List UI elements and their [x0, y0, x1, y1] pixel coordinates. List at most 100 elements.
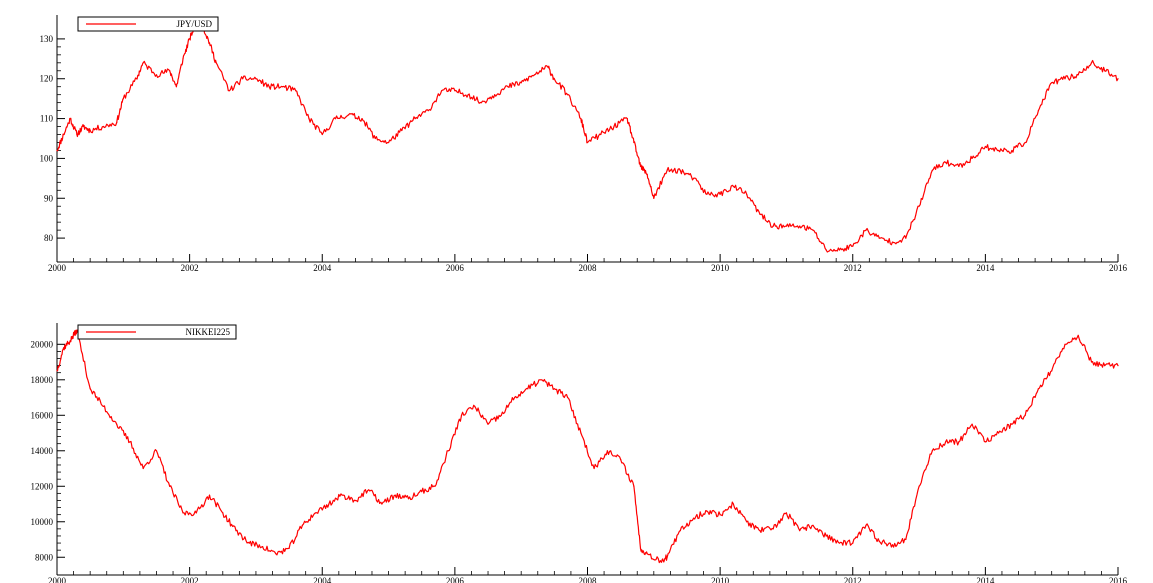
- data-point: [732, 185, 735, 187]
- data-point: [288, 547, 290, 550]
- data-point: [653, 197, 655, 199]
- data-point: [626, 118, 628, 120]
- data-point: [434, 485, 436, 487]
- x-tick-label: 2012: [844, 576, 862, 583]
- data-point: [460, 414, 463, 416]
- data-point: [693, 517, 695, 519]
- data-point: [825, 535, 827, 537]
- data-point: [82, 125, 85, 128]
- data-point: [918, 205, 920, 207]
- data-point: [514, 396, 516, 399]
- x-tick-label: 2000: [48, 576, 67, 583]
- y-tick-label: 130: [40, 34, 54, 44]
- data-point: [772, 225, 774, 227]
- data-point: [222, 512, 224, 514]
- data-point: [706, 193, 708, 195]
- x-tick-label: 2008: [579, 576, 598, 583]
- data-point: [533, 74, 536, 76]
- data-point: [732, 503, 735, 505]
- data-point: [295, 90, 297, 92]
- data-point: [89, 388, 91, 390]
- data-point: [1051, 82, 1053, 84]
- data-point: [693, 177, 695, 179]
- data-point: [281, 86, 284, 88]
- data-point: [129, 441, 131, 443]
- data-point: [719, 193, 721, 195]
- data-point: [354, 499, 356, 502]
- data-point: [328, 503, 330, 505]
- data-point: [63, 133, 65, 136]
- data-point: [301, 524, 303, 526]
- data-point: [812, 229, 814, 231]
- data-point: [421, 491, 423, 493]
- data-point: [958, 441, 960, 443]
- data-point: [606, 450, 609, 452]
- data-point: [547, 66, 549, 68]
- data-point: [308, 118, 310, 120]
- data-point: [381, 503, 383, 505]
- data-point: [155, 450, 158, 452]
- data-point: [348, 114, 350, 116]
- data-point: [208, 42, 211, 44]
- y-tick-label: 80: [44, 233, 54, 243]
- legend-label: NIKKEI225: [186, 327, 231, 337]
- data-point: [785, 512, 788, 514]
- data-point: [334, 118, 337, 120]
- data-point: [341, 494, 343, 496]
- y-tick-label: 120: [40, 74, 54, 84]
- data-point: [480, 102, 482, 104]
- data-point: [195, 512, 197, 514]
- data-point: [593, 467, 595, 470]
- x-tick-label: 2004: [313, 263, 332, 273]
- data-point: [520, 82, 522, 84]
- data-point: [945, 441, 947, 443]
- data-point: [248, 542, 250, 544]
- data-point: [242, 78, 244, 80]
- data-point: [116, 122, 118, 124]
- legend-box: [77, 16, 219, 32]
- data-point: [1011, 149, 1013, 152]
- data-point: [182, 58, 184, 60]
- data-point: [838, 542, 841, 544]
- data-point: [321, 133, 323, 136]
- data-point: [918, 485, 920, 487]
- data-point: [646, 553, 648, 555]
- y-tick-label: 16000: [31, 410, 54, 420]
- data-point: [666, 556, 668, 558]
- data-point: [772, 528, 774, 530]
- data-point: [136, 78, 138, 80]
- data-point: [116, 423, 118, 425]
- data-point: [255, 78, 257, 80]
- data-point: [89, 129, 91, 132]
- data-point: [998, 149, 1000, 152]
- data-point: [155, 74, 158, 76]
- data-point: [812, 524, 814, 526]
- data-point: [76, 133, 78, 136]
- x-tick-label: 2016: [1109, 576, 1128, 583]
- data-point: [613, 125, 615, 128]
- data-point: [931, 169, 933, 171]
- data-point: [315, 512, 317, 514]
- data-point: [175, 86, 177, 88]
- data-point: [600, 133, 602, 136]
- data-point: [679, 530, 681, 532]
- data-point: [1024, 414, 1026, 416]
- data-point: [1037, 388, 1039, 390]
- data-point: [679, 169, 681, 171]
- data-point: [1011, 423, 1013, 425]
- data-point: [76, 329, 78, 331]
- data-point: [102, 125, 104, 128]
- x-tick-label: 2014: [976, 576, 995, 583]
- data-point: [567, 94, 569, 96]
- y-tick-label: 10000: [31, 517, 54, 527]
- y-tick-label: 18000: [31, 375, 54, 385]
- y-tick-label: 14000: [31, 446, 54, 456]
- data-point: [852, 245, 854, 247]
- data-point: [69, 340, 71, 342]
- x-tick-label: 2016: [1109, 263, 1128, 273]
- data-point: [865, 524, 867, 526]
- y-tick-label: 20000: [31, 339, 54, 349]
- data-point: [1104, 365, 1106, 367]
- data-point: [1090, 361, 1093, 363]
